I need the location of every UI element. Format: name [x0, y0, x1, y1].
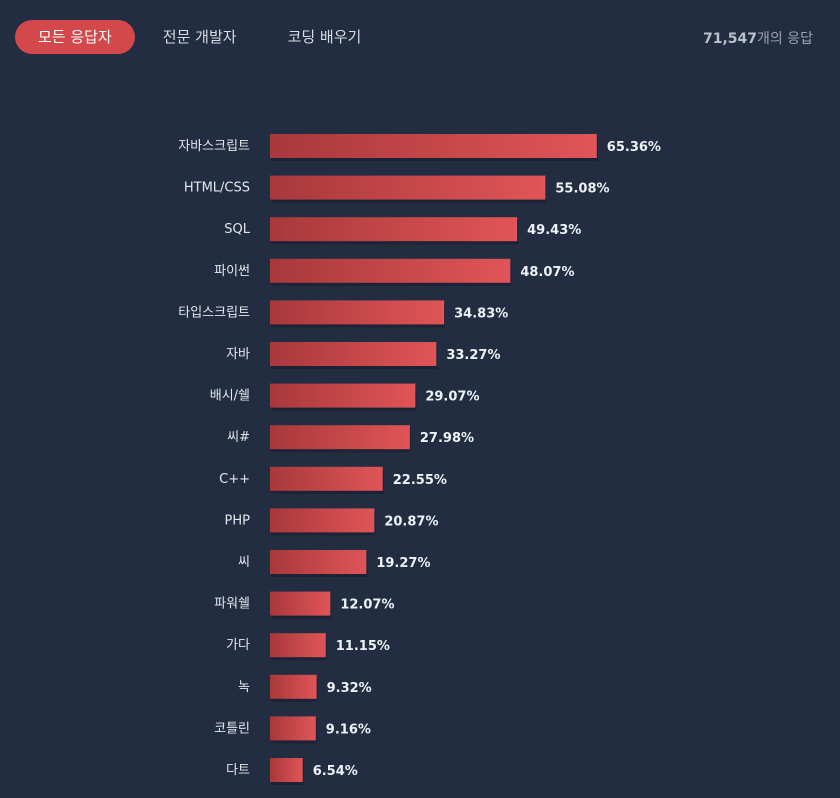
response-count-number: 71,547: [702, 31, 758, 47]
category-label: 씨#: [227, 430, 250, 445]
bar: [270, 425, 410, 450]
value-label: 6.54%: [313, 764, 358, 779]
value-label: 12.07%: [340, 598, 394, 613]
value-label: 29.07%: [425, 390, 479, 405]
tab-learning-to-code[interactable]: 코딩 배우기: [287, 28, 362, 46]
bar: [270, 633, 326, 658]
value-label: 9.16%: [326, 722, 371, 737]
value-label: 48.07%: [520, 265, 574, 280]
category-label: 파이썬: [214, 264, 250, 279]
category-label: 자바스크립트: [178, 139, 250, 154]
value-label: 33.27%: [446, 348, 500, 363]
category-label: 코틀린: [214, 721, 250, 736]
audience-tabs: 모든 응답자 전문 개발자 코딩 배우기: [15, 20, 389, 54]
tab-professional-developers[interactable]: 전문 개발자: [162, 28, 237, 46]
response-count: 71,547개의 응답: [703, 28, 813, 48]
value-label: 11.15%: [336, 639, 390, 654]
bar: [270, 300, 445, 325]
value-label: 34.83%: [454, 306, 508, 321]
category-label: HTML/CSS: [184, 181, 250, 196]
category-label: 가다: [226, 638, 250, 653]
category-label: C++: [219, 472, 250, 487]
bar: [270, 383, 416, 408]
value-label: 20.87%: [384, 514, 438, 529]
category-label: 다트: [226, 763, 250, 778]
category-label: 배시/쉘: [210, 389, 250, 404]
bar: [270, 175, 546, 200]
bar: [270, 674, 317, 699]
value-label: 49.43%: [527, 223, 581, 238]
category-label: 타입스크립트: [178, 305, 250, 320]
bar: [270, 716, 316, 741]
bar: [270, 550, 367, 574]
bar: [270, 466, 383, 491]
value-label: 22.55%: [393, 473, 447, 488]
bar: [270, 508, 375, 533]
bar: [270, 342, 437, 366]
category-label: PHP: [225, 513, 251, 528]
value-label: 27.98%: [420, 431, 474, 446]
value-label: 9.32%: [327, 681, 372, 696]
response-count-suffix: 개의 응답: [757, 31, 813, 47]
value-label: 19.27%: [376, 556, 430, 571]
bar: [270, 217, 518, 242]
tab-all-respondents[interactable]: 모든 응답자: [15, 20, 135, 54]
value-label: 65.36%: [607, 140, 661, 155]
bar: [270, 758, 303, 782]
category-label: 자바: [226, 347, 250, 362]
value-label: 55.08%: [555, 182, 609, 197]
category-label: 파워쉘: [214, 597, 250, 612]
bar: [270, 258, 511, 283]
category-label: 씨: [238, 555, 250, 570]
bar: [270, 591, 331, 616]
category-label: 녹: [238, 680, 250, 695]
category-label: SQL: [224, 222, 250, 237]
bar: [270, 134, 597, 158]
